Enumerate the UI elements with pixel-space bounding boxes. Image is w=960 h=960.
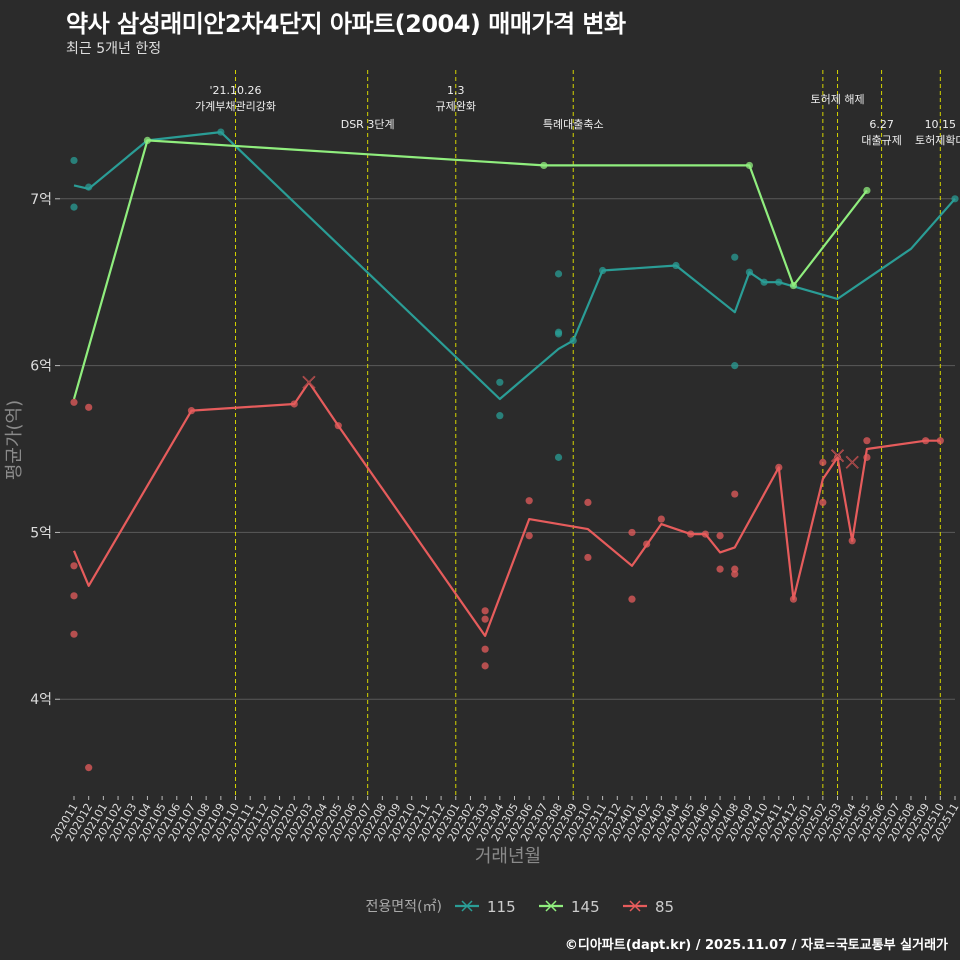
data-point <box>70 203 78 211</box>
data-point <box>936 437 944 445</box>
data-point <box>481 607 489 615</box>
series-line <box>72 381 941 637</box>
data-point <box>716 532 724 540</box>
legend-label: 85 <box>655 898 674 916</box>
data-point <box>584 553 592 562</box>
y-axis: 4억 5억 6억 7억 <box>30 192 60 708</box>
gridlines <box>60 198 955 700</box>
legend-key-cross <box>629 900 641 912</box>
event-label: 6.27 <box>869 118 894 131</box>
data-point <box>819 498 827 506</box>
cross-marker-outline <box>302 376 316 389</box>
legend-label: 115 <box>487 898 516 916</box>
data-point <box>481 662 489 670</box>
event-label: 가계부채관리강화 <box>195 100 276 113</box>
data-point <box>525 532 533 540</box>
event-label: 10.15 <box>925 118 957 131</box>
data-point <box>496 378 504 386</box>
chart-subtitle: 최근 5개년 한정 <box>66 41 162 57</box>
legend: 전용면적(㎡) 115 145 85 <box>366 898 675 916</box>
y-tick-label: 7억 <box>30 192 52 208</box>
data-point <box>525 497 533 505</box>
data-point <box>731 490 739 498</box>
data-point <box>716 565 724 573</box>
y-tick-label: 6억 <box>30 359 52 375</box>
legend-label: 145 <box>571 898 600 916</box>
event-label: DSR 3단계 <box>341 118 395 131</box>
series-layer <box>70 128 959 772</box>
data-point <box>70 630 78 638</box>
series-line <box>73 131 956 401</box>
event-label: 토허제확대 <box>915 134 960 147</box>
data-point <box>554 270 563 278</box>
data-point <box>481 645 489 653</box>
data-point <box>70 592 78 600</box>
source-caption: ©디아파트(dapt.kr) / 2025.11.07 / 자료=국토교통부 실… <box>564 938 948 953</box>
data-point <box>628 528 636 537</box>
data-point <box>731 362 739 370</box>
data-point <box>70 398 78 406</box>
data-point <box>657 515 665 523</box>
event-label: 대출규제 <box>861 134 901 147</box>
data-point <box>863 437 871 445</box>
cross-marker-outline <box>831 449 844 462</box>
legend-key-cross <box>461 900 473 912</box>
event-label: 특례대출축소 <box>543 118 604 131</box>
data-point <box>85 403 93 411</box>
event-label: 1.3 <box>447 84 465 97</box>
data-point <box>628 595 636 603</box>
data-point <box>70 156 78 165</box>
y-tick-label: 5억 <box>30 525 52 541</box>
x-axis-label: 거래년월 <box>475 846 541 867</box>
data-point <box>731 253 739 261</box>
x-axis: 2020112020122021012021022021032021042021… <box>48 796 960 844</box>
event-label: 규제완화 <box>436 100 476 113</box>
y-axis-label: 평균가(억) <box>4 400 25 480</box>
cross-marker-outline <box>846 456 859 469</box>
data-point <box>481 615 489 623</box>
event-label: '21.10.26 <box>210 84 262 97</box>
legend-title: 전용면적(㎡) <box>366 899 442 915</box>
y-tick-label: 4억 <box>30 692 52 708</box>
event-label: 토허제 해제 <box>810 92 864 106</box>
legend-key-cross <box>545 900 557 912</box>
data-point <box>70 562 78 570</box>
data-point <box>496 412 504 420</box>
data-point <box>731 570 739 578</box>
data-point <box>554 330 563 338</box>
data-point <box>85 764 93 772</box>
data-point <box>554 453 563 461</box>
data-point <box>584 498 592 506</box>
data-point <box>819 458 827 466</box>
chart-title: 약사 삼성래미안2차4단지 아파트(2004) 매매가격 변화 <box>66 10 626 38</box>
data-point <box>731 565 739 573</box>
series-line <box>72 139 868 400</box>
